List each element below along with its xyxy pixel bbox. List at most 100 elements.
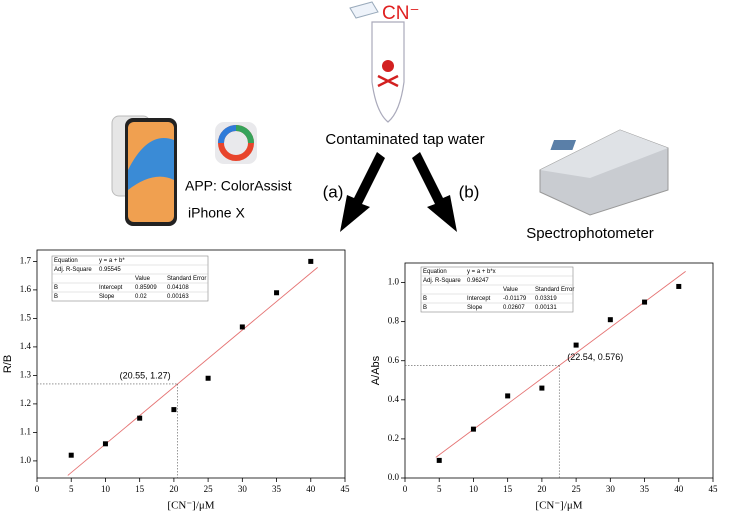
point [607,317,613,323]
y-axis-label: A/Abs [370,355,382,385]
x-axis-label: [CN⁻]/μM [535,500,582,512]
table-cell: Slope [99,294,115,300]
table-cell: 0.85909 [135,285,157,291]
y-tick-label: 0.0 [388,472,400,482]
x-axis-label: [CN⁻]/μM [167,500,214,512]
marker-label: (22.54, 0.576) [567,352,623,362]
table-cell: B [54,294,58,300]
point [573,342,579,348]
table-cell: Standard Error [535,287,574,293]
table-cell: 0.02 [135,294,147,300]
fit-table [51,255,209,302]
app-label: APP: ColorAssist [185,178,292,194]
phone-icon [111,115,177,226]
phone-label: iPhone X [188,205,245,221]
plot-frame [36,249,346,479]
y-tick-label: 1.0 [20,455,32,465]
x-tick-label: 5 [69,484,74,494]
arrow-b [412,152,457,232]
y-tick-label: 1.1 [20,426,31,436]
x-tick-label: 0 [35,484,40,494]
point [676,283,682,289]
point [239,324,245,330]
marker-label: (20.55, 1.27) [120,370,171,380]
x-tick-label: 15 [503,484,513,494]
plot-frame [404,262,714,479]
table-cell: Adj. R-Square [54,267,92,273]
x-tick-label: 40 [306,484,316,494]
table-cell: 0.00163 [167,294,189,300]
x-tick-label: 0 [403,484,408,494]
y-tick-label: 1.6 [20,284,32,294]
x-tick-label: 45 [709,484,719,494]
point [102,441,108,447]
table-cell: Equation [423,269,447,275]
x-tick-label: 25 [204,484,214,494]
x-tick-label: 35 [272,484,282,494]
table-cell: B [423,305,427,311]
tube-icon [349,1,405,123]
x-tick-label: 25 [572,484,582,494]
point [68,452,74,458]
point [274,290,280,296]
x-tick-label: 10 [469,484,479,494]
x-tick-label: 5 [437,484,442,494]
y-tick-label: 1.7 [20,255,32,265]
y-tick-label: 1.3 [20,369,32,379]
fit-line [67,267,318,476]
table-cell: Standard Error [167,276,206,282]
x-tick-label: 30 [606,484,616,494]
table-cell: 0.02607 [503,305,525,311]
route-b-label: (b) [459,182,480,201]
table-cell: y = a + b* [99,258,125,264]
y-tick-label: 0.8 [388,316,400,326]
table-cell: 0.95545 [99,267,121,273]
table-cell: Value [503,287,519,293]
x-tick-label: 15 [135,484,145,494]
table-cell: 0.04108 [167,285,189,291]
x-tick-label: 20 [169,484,179,494]
point [436,457,442,463]
table-cell: Equation [54,258,78,264]
point [470,426,476,432]
table-cell: 0.00131 [535,305,557,311]
x-tick-label: 30 [238,484,248,494]
x-tick-label: 20 [537,484,547,494]
table-cell: Intercept [99,285,123,291]
point [205,375,211,381]
point [137,415,143,421]
table-cell: 0.96247 [467,278,489,284]
table-cell: Intercept [467,296,491,302]
table-cell: Adj. R-Square [423,278,461,284]
sample-label: Contaminated tap water [325,131,484,148]
y-tick-label: 1.4 [20,341,32,351]
table-cell: B [423,296,427,302]
y-tick-label: 0.4 [388,394,400,404]
table-cell: Value [135,276,151,282]
fit-table [420,266,574,313]
y-tick-label: 0.6 [388,355,400,365]
point [505,393,511,399]
y-axis-label: R/B [2,355,14,373]
point [642,299,648,305]
table-cell: B [54,285,58,291]
point [539,385,545,391]
y-tick-label: 1.0 [388,277,400,287]
table-cell: -0.01179 [503,296,527,302]
analyte-label: CN⁻ [382,3,419,24]
route-a-label: (a) [323,182,344,201]
x-tick-label: 10 [101,484,111,494]
point [171,407,177,413]
y-tick-label: 0.2 [388,433,399,443]
table-cell: 0.03319 [535,296,557,302]
y-tick-label: 1.2 [20,398,31,408]
arrow-a [340,152,385,232]
point [308,258,314,264]
instrument-label: Spectrophotometer [526,225,654,242]
table-cell: Slope [467,305,483,311]
x-tick-label: 40 [674,484,684,494]
x-tick-label: 35 [640,484,650,494]
y-tick-label: 1.5 [20,312,32,322]
